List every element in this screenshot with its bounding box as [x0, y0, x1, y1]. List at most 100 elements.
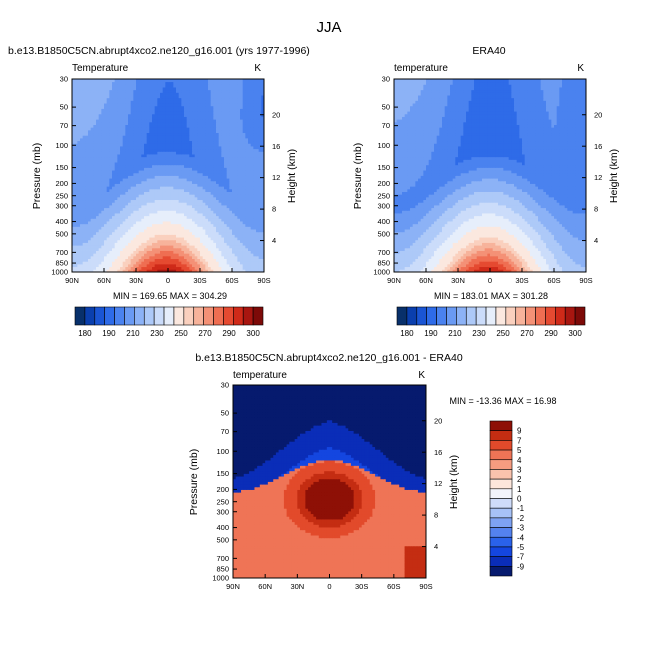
- field-cell: [112, 204, 116, 209]
- field-cell: [154, 116, 158, 120]
- field-cell: [197, 132, 201, 136]
- field-cell: [106, 164, 110, 168]
- field-cell: [229, 162, 233, 166]
- field-cell: [106, 172, 110, 176]
- field-cell: [74, 229, 78, 233]
- field-cell: [90, 129, 94, 134]
- field-cell: [245, 269, 249, 272]
- field-cell: [218, 108, 222, 112]
- field-cell: [242, 172, 246, 176]
- field-cell: [93, 186, 97, 190]
- field-cell: [242, 247, 246, 251]
- field-cell: [232, 237, 236, 241]
- field-cell: [154, 97, 158, 101]
- field-cell: [85, 143, 89, 147]
- field-cell: [173, 129, 177, 134]
- field-cell: [213, 186, 217, 190]
- field-cell: [146, 266, 150, 270]
- field-cell: [128, 151, 132, 155]
- field-cell: [168, 237, 172, 241]
- field-cell: [165, 218, 169, 222]
- field-cell: [149, 116, 153, 120]
- field-cell: [192, 89, 196, 93]
- field-cell: [242, 156, 246, 160]
- field-cell: [157, 89, 161, 93]
- field-cell: [202, 127, 206, 131]
- field-cell: [210, 159, 214, 163]
- field-cell: [144, 92, 148, 96]
- field-cell: [232, 111, 236, 115]
- field-cell: [250, 154, 254, 158]
- field-cell: [197, 119, 201, 123]
- field-cell: [210, 196, 214, 201]
- field-cell: [176, 170, 180, 174]
- field-cell: [186, 127, 190, 131]
- field-cell: [77, 151, 81, 155]
- field-cell: [192, 103, 196, 107]
- field-cell: [208, 213, 212, 217]
- field-cell: [146, 215, 150, 219]
- field-cell: [213, 89, 217, 93]
- field-cell: [96, 210, 100, 214]
- field-cell: [96, 239, 100, 243]
- field-cell: [256, 250, 260, 254]
- field-cell: [77, 261, 81, 265]
- field-cell: [186, 119, 190, 123]
- field-cell: [258, 242, 262, 246]
- field-cell: [138, 186, 142, 190]
- field-cell: [130, 167, 134, 171]
- field-cell: [80, 186, 84, 190]
- field-cell: [152, 266, 156, 270]
- field-cell: [181, 121, 185, 125]
- field-cell: [226, 146, 230, 150]
- field-cell: [109, 196, 113, 201]
- field-cell: [122, 183, 126, 187]
- field-cell: [234, 87, 238, 91]
- field-cell: [181, 258, 185, 262]
- field-cell: [98, 183, 102, 187]
- field-cell: [197, 180, 201, 184]
- field-cell: [141, 132, 145, 136]
- field-cell: [138, 172, 142, 176]
- field-cell: [144, 178, 148, 182]
- field-cell: [250, 202, 254, 206]
- field-cell: [160, 105, 164, 109]
- field-cell: [242, 92, 246, 96]
- field-cell: [77, 97, 81, 101]
- field-cell: [194, 108, 198, 112]
- field-cell: [226, 186, 230, 190]
- field-cell: [237, 132, 241, 136]
- field-cell: [194, 210, 198, 214]
- field-cell: [237, 116, 241, 120]
- field-cell: [128, 175, 132, 179]
- field-cell: [106, 250, 110, 254]
- field-cell: [101, 100, 105, 104]
- field-cell: [74, 207, 78, 211]
- field-cell: [253, 111, 257, 115]
- field-cell: [261, 221, 264, 225]
- field-cell: [85, 186, 89, 190]
- field-cell: [125, 188, 129, 192]
- field-cell: [77, 119, 81, 123]
- field-cell: [93, 178, 97, 182]
- field-cell: [197, 188, 201, 192]
- field-cell: [160, 129, 164, 134]
- field-cell: [208, 196, 212, 201]
- field-cell: [176, 210, 180, 214]
- field-cell: [98, 247, 102, 251]
- field-cell: [250, 223, 254, 227]
- field-cell: [261, 146, 264, 150]
- field-cell: [112, 170, 116, 174]
- field-cell: [218, 129, 222, 134]
- field-cell: [96, 167, 100, 171]
- field-cell: [154, 180, 158, 184]
- field-cell: [138, 124, 142, 128]
- field-cell: [237, 178, 241, 182]
- field-cell: [72, 113, 76, 117]
- field-cell: [165, 188, 169, 192]
- field-cell: [192, 140, 196, 144]
- field-cell: [189, 183, 193, 187]
- field-cell: [98, 103, 102, 107]
- field-cell: [146, 229, 150, 233]
- field-cell: [128, 116, 132, 120]
